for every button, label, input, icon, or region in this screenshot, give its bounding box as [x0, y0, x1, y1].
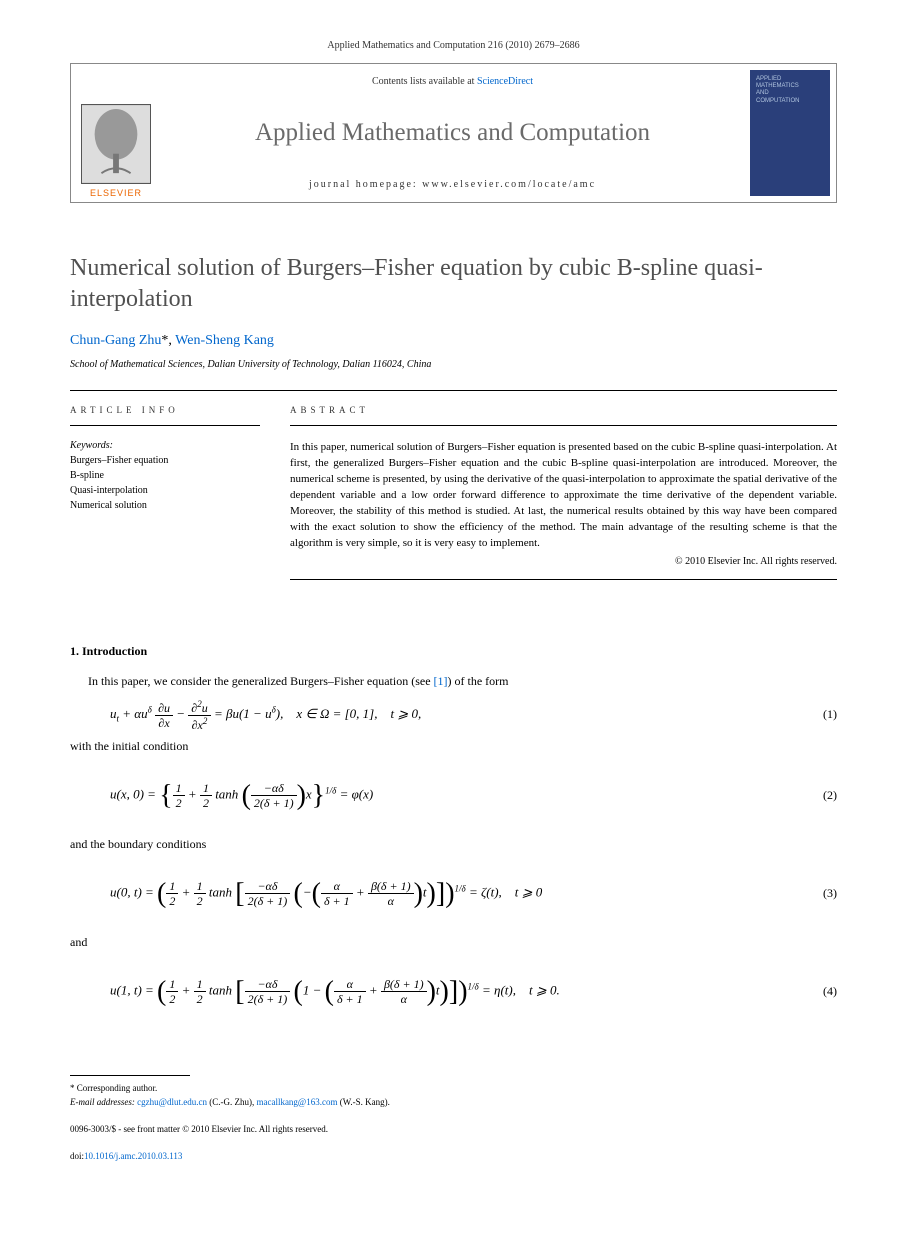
publisher-logo-area: ELSEVIER	[71, 64, 161, 202]
cover-line-3: AND	[756, 90, 824, 97]
keywords-label: Keywords:	[70, 440, 260, 451]
equation-1-number: (1)	[813, 707, 837, 722]
elsevier-tree-icon	[81, 104, 151, 184]
boundary-conditions-line: and the boundary conditions	[70, 837, 837, 852]
contents-available-line: Contents lists available at ScienceDirec…	[372, 76, 533, 87]
journal-cover-thumbnail: APPLIED MATHEMATICS AND COMPUTATION	[750, 70, 830, 196]
equation-1: ut + αuδ ∂u∂x − ∂2u∂x2 = βu(1 − uδ), x ∈…	[110, 698, 813, 731]
equation-2-number: (2)	[813, 788, 837, 803]
email-2-who: (W.-S. Kang).	[337, 1097, 389, 1107]
footnote-separator	[70, 1075, 190, 1076]
article-title: Numerical solution of Burgers–Fisher equ…	[70, 253, 837, 315]
email-footnote: E-mail addresses: cgzhu@dlut.edu.cn (C.-…	[70, 1096, 837, 1110]
email-label: E-mail addresses:	[70, 1097, 137, 1107]
equation-3: u(0, t) = (12 + 12 tanh [−αδ2(δ + 1) (−(…	[110, 860, 813, 927]
cover-line-2: MATHEMATICS	[756, 83, 824, 90]
para1-a: In this paper, we consider the generaliz…	[88, 674, 434, 688]
issn-line: 0096-3003/$ - see front matter © 2010 El…	[70, 1123, 837, 1136]
cover-line-4: COMPUTATION	[756, 98, 824, 105]
author-1-link[interactable]: Chun-Gang Zhu	[70, 333, 161, 348]
article-info-left: ARTICLE INFO Keywords: Burgers–Fisher eq…	[70, 391, 270, 594]
para1-b: ) of the form	[448, 674, 509, 688]
abstract-column: ABSTRACT In this paper, numerical soluti…	[270, 391, 837, 594]
abstract-text: In this paper, numerical solution of Bur…	[290, 440, 837, 552]
contents-prefix: Contents lists available at	[372, 76, 477, 87]
sciencedirect-link[interactable]: ScienceDirect	[477, 76, 533, 87]
keyword-4: Numerical solution	[70, 498, 260, 513]
affiliation: School of Mathematical Sciences, Dalian …	[70, 359, 837, 370]
authors-line: Chun-Gang Zhu*, Wen-Sheng Kang	[70, 333, 837, 349]
email-1-who: (C.-G. Zhu),	[207, 1097, 257, 1107]
journal-name: Applied Mathematics and Computation	[255, 119, 650, 147]
keyword-2: B-spline	[70, 468, 260, 483]
equation-1-row: ut + αuδ ∂u∂x − ∂2u∂x2 = βu(1 − uδ), x ∈…	[110, 698, 837, 731]
doi-link[interactable]: 10.1016/j.amc.2010.03.113	[84, 1151, 182, 1161]
ref-1-link[interactable]: [1]	[434, 674, 448, 688]
equation-3-row: u(0, t) = (12 + 12 tanh [−αδ2(δ + 1) (−(…	[110, 860, 837, 927]
doi-line: doi:10.1016/j.amc.2010.03.113	[70, 1150, 837, 1163]
section-1-title: 1. Introduction	[70, 644, 837, 659]
email-1-link[interactable]: cgzhu@dlut.edu.cn	[137, 1097, 207, 1107]
abstract-copyright: © 2010 Elsevier Inc. All rights reserved…	[290, 556, 837, 567]
and-line: and	[70, 935, 837, 950]
doi-prefix: doi:	[70, 1151, 84, 1161]
keyword-3: Quasi-interpolation	[70, 483, 260, 498]
author-2-link[interactable]: Wen-Sheng Kang	[175, 333, 274, 348]
equation-4-number: (4)	[813, 984, 837, 999]
publisher-name: ELSEVIER	[90, 188, 142, 198]
journal-center: Contents lists available at ScienceDirec…	[161, 64, 744, 202]
article-info-head: ARTICLE INFO	[70, 405, 260, 426]
initial-condition-line: with the initial condition	[70, 739, 837, 754]
abstract-head: ABSTRACT	[290, 405, 837, 426]
article-info-row: ARTICLE INFO Keywords: Burgers–Fisher eq…	[70, 390, 837, 594]
equation-4: u(1, t) = (12 + 12 tanh [−αδ2(δ + 1) (1 …	[110, 958, 813, 1025]
abstract-wrap: In this paper, numerical solution of Bur…	[290, 440, 837, 580]
cover-line-1: APPLIED	[756, 76, 824, 83]
email-2-link[interactable]: macallkang@163.com	[256, 1097, 337, 1107]
journal-header-box: ELSEVIER Contents lists available at Sci…	[70, 63, 837, 203]
journal-homepage: journal homepage: www.elsevier.com/locat…	[309, 179, 596, 190]
intro-paragraph: In this paper, we consider the generaliz…	[70, 673, 837, 690]
equation-4-row: u(1, t) = (12 + 12 tanh [−αδ2(δ + 1) (1 …	[110, 958, 837, 1025]
equation-3-number: (3)	[813, 886, 837, 901]
header-citation: Applied Mathematics and Computation 216 …	[70, 40, 837, 51]
equation-2-row: u(x, 0) = {12 + 12 tanh (−αδ2(δ + 1))x}1…	[110, 762, 837, 829]
equation-2: u(x, 0) = {12 + 12 tanh (−αδ2(δ + 1))x}1…	[110, 762, 813, 829]
corresponding-author-note: * Corresponding author.	[70, 1082, 837, 1096]
keyword-1: Burgers–Fisher equation	[70, 453, 260, 468]
